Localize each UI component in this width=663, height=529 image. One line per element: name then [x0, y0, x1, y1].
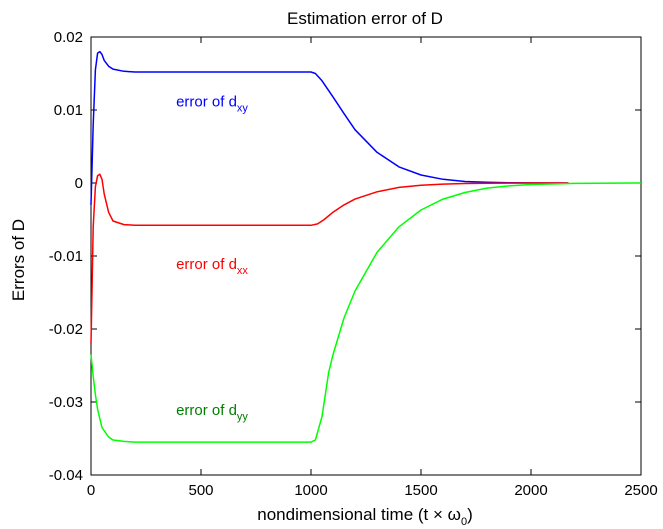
plot-area: 0 500 1000 1500 2000 2500 -0.04 -0.03 -0.02 -0.01… — [49, 29, 658, 499]
x-tick-label: 0 — [87, 482, 95, 499]
annotation-text: error of d — [176, 93, 237, 110]
y-tick-label: -0.01 — [49, 248, 83, 265]
annotation-2: error of dyy — [176, 402, 248, 423]
annotation-text: error of d — [176, 402, 237, 419]
y-axis-label: Errors of D — [9, 219, 28, 301]
annotation-subscript: xy — [237, 102, 249, 114]
x-axis-label: nondimensional time (t × ω0) — [257, 505, 472, 528]
x-axis-label-sub: 0 — [461, 516, 467, 528]
y-tick-label: -0.03 — [49, 394, 83, 411]
plot-frame — [90, 36, 642, 476]
x-tick-label: 500 — [188, 482, 213, 499]
annotation-1: error of dxx — [176, 256, 248, 277]
y-tick-label: 0 — [75, 175, 83, 192]
x-tick-label: 2500 — [624, 482, 657, 499]
x-tick-label: 1000 — [294, 482, 327, 499]
x-axis-label-main: nondimensional time (t × ω — [257, 505, 461, 524]
annotation-subscript: yy — [237, 411, 249, 423]
series-line-0 — [90, 50, 569, 205]
series-line-2 — [90, 182, 642, 443]
annotation-text: error of d — [176, 256, 237, 273]
x-tick-label: 1500 — [404, 482, 437, 499]
x-tick-label: 2000 — [514, 482, 547, 499]
x-axis-label-tail: ) — [467, 505, 473, 524]
annotation-0: error of dxy — [176, 93, 248, 114]
chart-title: Estimation error of D — [287, 9, 443, 28]
y-tick-label: 0.01 — [54, 102, 83, 119]
annotation-subscript: xx — [237, 265, 249, 277]
y-tick-label: -0.04 — [49, 467, 83, 484]
y-tick-label: 0.02 — [54, 29, 83, 46]
y-tick-label: -0.02 — [49, 321, 83, 338]
series-line-1 — [90, 173, 569, 344]
